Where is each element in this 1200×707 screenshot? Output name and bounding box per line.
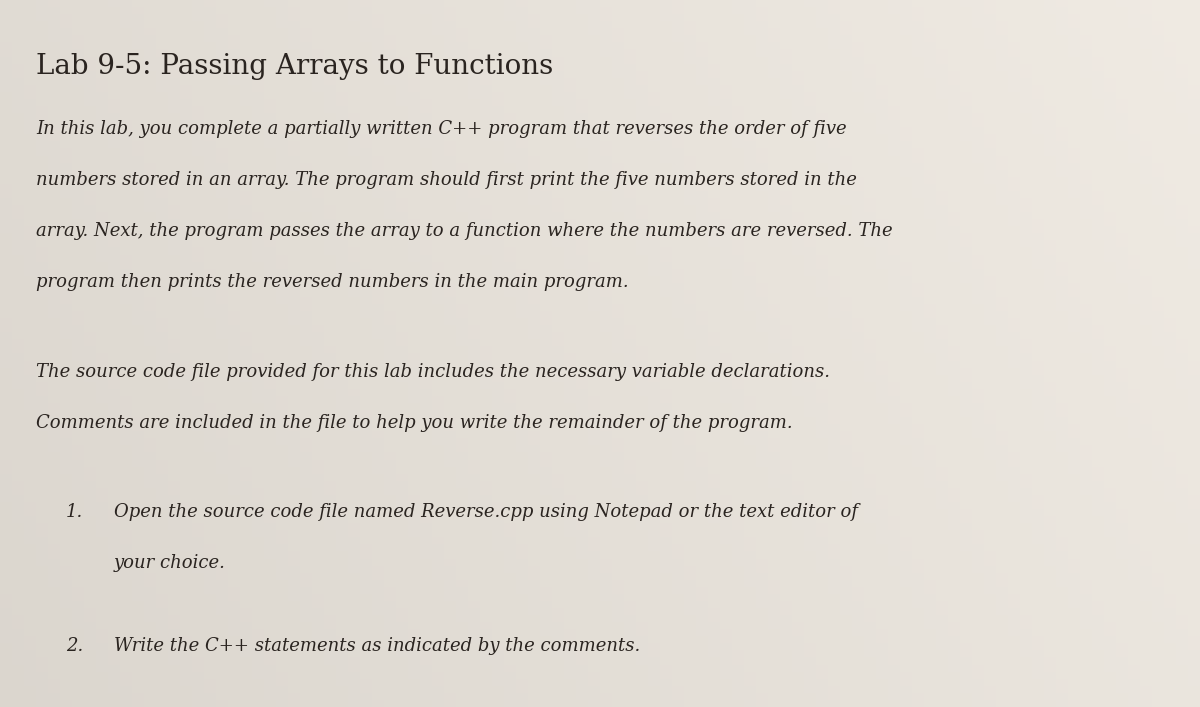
Text: The source code file provided for this lab includes the necessary variable decla: The source code file provided for this l…	[36, 363, 830, 380]
Text: Lab 9-5: Passing Arrays to Functions: Lab 9-5: Passing Arrays to Functions	[36, 53, 553, 80]
Text: program then prints the reversed numbers in the main program.: program then prints the reversed numbers…	[36, 273, 629, 291]
Text: Comments are included in the file to help you write the remainder of the program: Comments are included in the file to hel…	[36, 414, 793, 431]
Text: In this lab, you complete a partially written C++ program that reverses the orde: In this lab, you complete a partially wr…	[36, 120, 847, 138]
Text: 2.: 2.	[66, 637, 83, 655]
Text: numbers stored in an array. The program should first print the five numbers stor: numbers stored in an array. The program …	[36, 171, 857, 189]
Text: 1.: 1.	[66, 503, 83, 521]
Text: your choice.: your choice.	[114, 554, 226, 572]
Text: Open the source code file named Reverse.cpp using Notepad or the text editor of: Open the source code file named Reverse.…	[114, 503, 858, 521]
Text: Write the C++ statements as indicated by the comments.: Write the C++ statements as indicated by…	[114, 637, 641, 655]
Text: array. Next, the program passes the array to a function where the numbers are re: array. Next, the program passes the arra…	[36, 222, 893, 240]
